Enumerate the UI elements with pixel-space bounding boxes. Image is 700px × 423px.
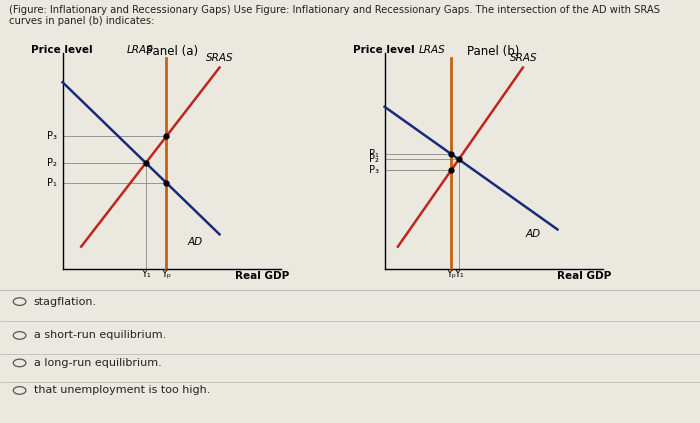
Text: a short-run equilibrium.: a short-run equilibrium. [34,330,166,341]
Text: P₁: P₁ [370,149,379,159]
Text: AD: AD [188,237,203,247]
Text: stagflation.: stagflation. [34,297,97,307]
Text: Yₚ: Yₚ [446,269,456,278]
Text: P₂: P₂ [370,154,379,165]
Text: P₁: P₁ [48,178,57,188]
Text: AD: AD [526,229,540,239]
Text: Y₁: Y₁ [454,269,463,278]
Text: Price level: Price level [353,45,414,55]
Text: Yₚ: Yₚ [161,269,172,278]
Text: SRAS: SRAS [510,52,537,63]
Text: P₃: P₃ [370,165,379,176]
Text: (Figure: Inflationary and Recessionary Gaps) Use Figure: Inflationary and Recess: (Figure: Inflationary and Recessionary G… [9,5,660,15]
Text: P₂: P₂ [48,158,57,168]
Text: a long-run equilibrium.: a long-run equilibrium. [34,358,161,368]
Text: Panel (b): Panel (b) [468,45,520,58]
Text: LRAS: LRAS [419,45,446,55]
Text: SRAS: SRAS [206,52,234,63]
Text: that unemployment is too high.: that unemployment is too high. [34,385,210,396]
Text: Real GDP: Real GDP [557,271,611,281]
Text: LRAS: LRAS [126,45,153,55]
Text: P₃: P₃ [48,132,57,141]
Text: Real GDP: Real GDP [235,271,289,281]
Text: Y₁: Y₁ [141,269,150,278]
Text: Price level: Price level [31,45,92,55]
Text: Panel (a): Panel (a) [146,45,197,58]
Text: curves in panel (b) indicates:: curves in panel (b) indicates: [9,16,155,26]
